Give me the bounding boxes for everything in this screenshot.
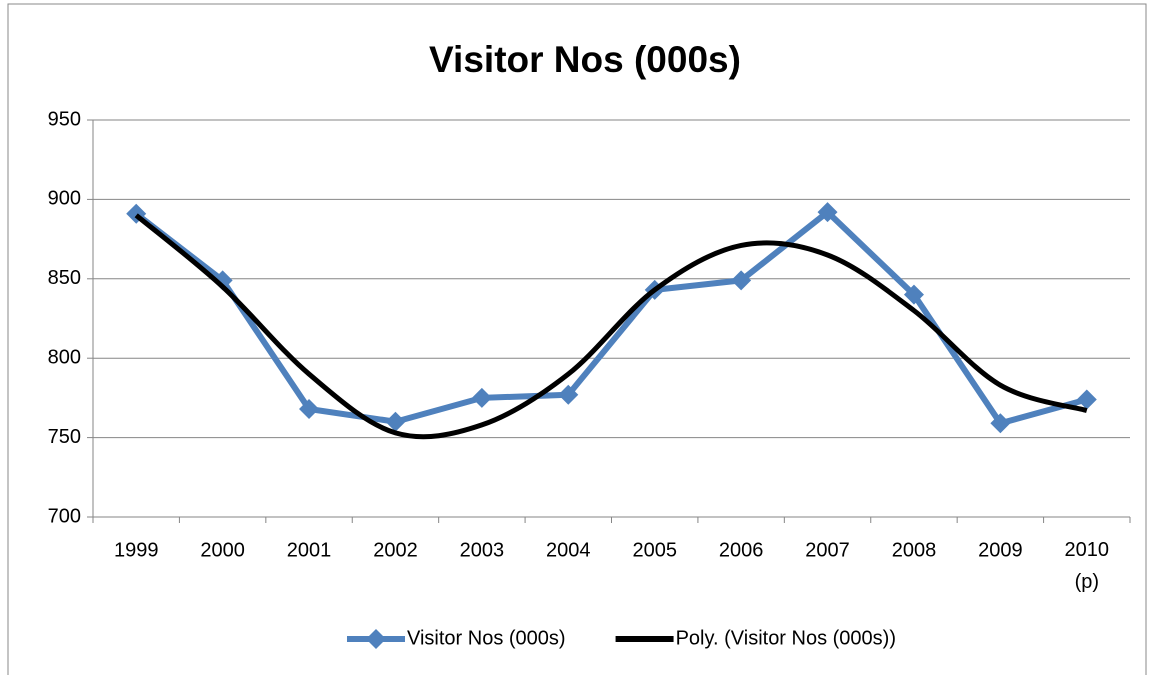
x-tick-label: 2002 bbox=[373, 539, 418, 561]
x-tick-label: 2003 bbox=[460, 539, 505, 561]
marker bbox=[385, 411, 406, 432]
y-tick-label: 900 bbox=[48, 188, 81, 210]
marker bbox=[731, 270, 752, 291]
legend-marker bbox=[365, 629, 386, 649]
chart-border bbox=[7, 3, 1147, 675]
x-tick-label: 2001 bbox=[287, 539, 332, 561]
marker bbox=[817, 202, 838, 223]
x-tick-label: 2008 bbox=[892, 539, 937, 561]
marker bbox=[299, 399, 320, 420]
marker bbox=[903, 284, 924, 305]
series-line bbox=[134, 209, 1088, 427]
x-tick-label: 2005 bbox=[632, 539, 677, 561]
marker bbox=[558, 384, 579, 405]
y-tick-label: 750 bbox=[48, 426, 81, 448]
legend-label: Visitor Nos (000s) bbox=[407, 627, 566, 649]
y-tick-label: 700 bbox=[48, 505, 81, 527]
legend-label: Poly. (Visitor Nos (000s)) bbox=[676, 627, 896, 649]
marker bbox=[1076, 389, 1097, 410]
x-tick-label: 2007 bbox=[805, 539, 850, 561]
x-tick-label: 2000 bbox=[200, 539, 245, 561]
legend: Visitor Nos (000s) Poly. (Visitor Nos (00… bbox=[346, 627, 896, 649]
chart-title: Visitor Nos (000s) bbox=[429, 39, 741, 80]
x-tick-label: 2006 bbox=[719, 539, 764, 561]
marker bbox=[471, 387, 492, 408]
y-tick-label: 800 bbox=[48, 346, 81, 368]
y-tick-label: 950 bbox=[48, 108, 81, 130]
x-tick-label: 2004 bbox=[546, 539, 591, 561]
x-tick-label: 2009 bbox=[978, 539, 1023, 561]
y-tick-label: 850 bbox=[48, 267, 81, 289]
trendline bbox=[134, 213, 1088, 440]
x-tick-label: 2010 (p) bbox=[1065, 539, 1110, 593]
marker bbox=[990, 413, 1011, 434]
x-tick-label: 1999 bbox=[114, 539, 159, 561]
